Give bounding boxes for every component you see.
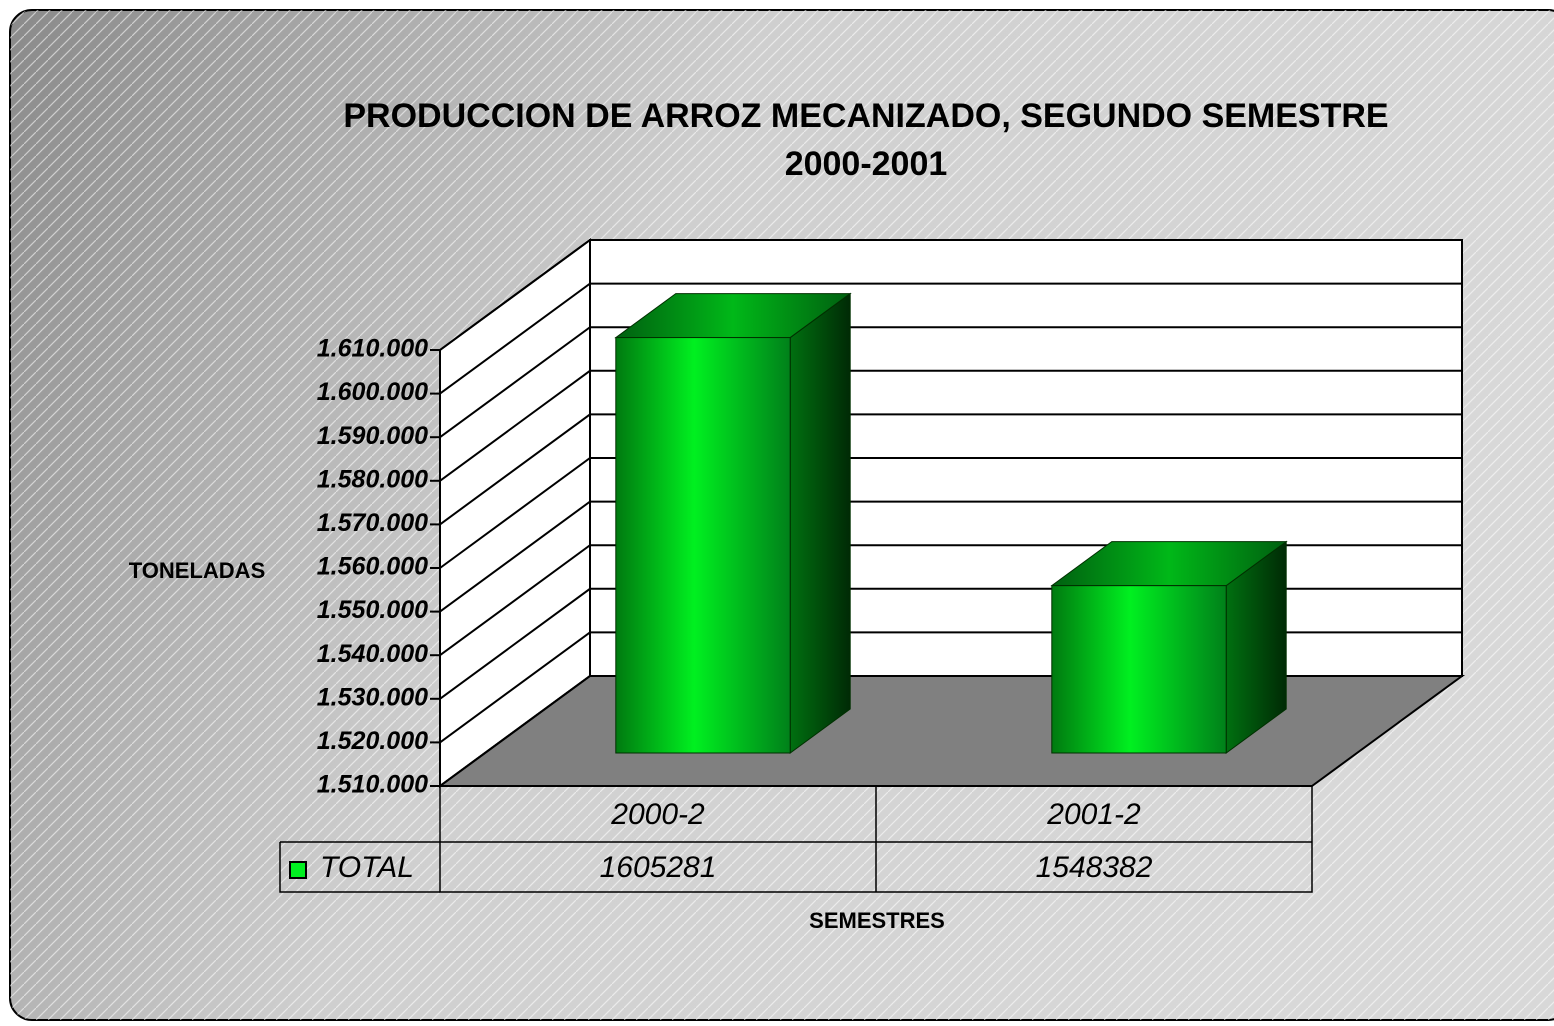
chart-title: PRODUCCION DE ARROZ MECANIZADO, SEGUNDO … — [343, 97, 1388, 135]
y-tick-label: 1.600.000 — [317, 378, 428, 406]
y-tick-label: 1.560.000 — [317, 553, 428, 581]
table-value: 1605281 — [600, 851, 717, 884]
y-tick-label: 1.510.000 — [317, 771, 428, 799]
y-tick-label: 1.540.000 — [317, 640, 428, 668]
legend-label: TOTAL — [320, 851, 414, 884]
x-axis-label: SEMESTRES — [809, 908, 945, 933]
bar-side — [789, 292, 851, 754]
y-tick-label: 1.590.000 — [317, 422, 428, 450]
x-tick-label: 2001-2 — [1046, 798, 1141, 831]
bar — [1051, 585, 1227, 754]
grid-line — [439, 239, 1462, 351]
legend-swatch — [289, 861, 307, 879]
floor — [436, 675, 1466, 787]
bar — [615, 337, 791, 754]
grid-line — [439, 457, 1462, 569]
y-tick-label: 1.570.000 — [317, 509, 428, 537]
grid-line — [439, 413, 1462, 526]
x-tick-label: 2000-2 — [610, 798, 705, 831]
table-value: 1548382 — [1036, 851, 1153, 884]
y-tick-label: 1.550.000 — [317, 596, 428, 624]
y-axis-label: TONELADAS — [129, 558, 266, 583]
grid-line — [439, 369, 1462, 482]
y-tick-label: 1.530.000 — [317, 683, 428, 711]
table-grid — [279, 842, 440, 893]
y-tick-label: 1.520.000 — [317, 727, 428, 755]
grid-line — [439, 282, 1462, 395]
chart-title: 2000-2001 — [785, 145, 948, 183]
grid-line — [439, 326, 1462, 439]
grid-line — [439, 500, 1462, 613]
y-tick-label: 1.580.000 — [317, 465, 428, 493]
y-tick-label: 1.610.000 — [317, 335, 428, 363]
